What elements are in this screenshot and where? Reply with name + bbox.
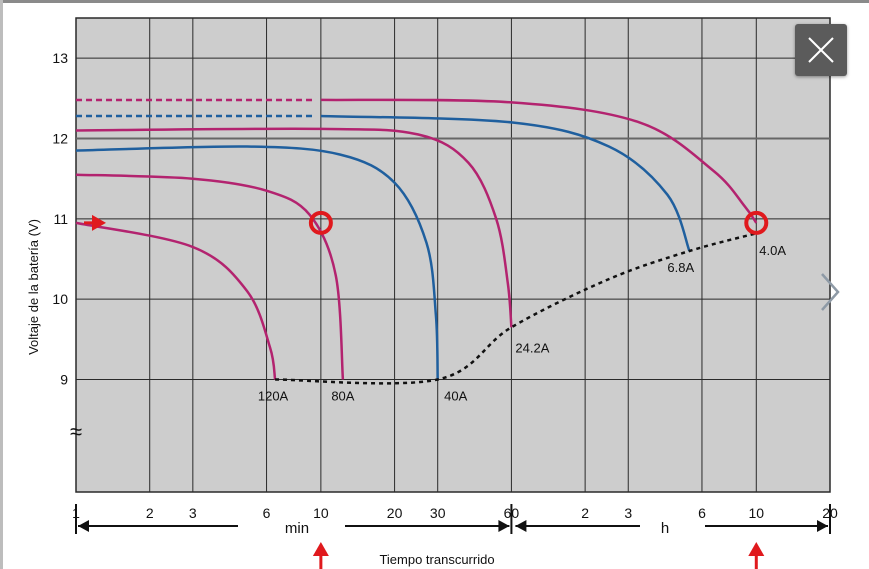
curve-120A: [75, 221, 277, 380]
x-tick-label: 10: [313, 505, 329, 521]
curve-4-0A: [320, 98, 758, 224]
h-range-right-head: [817, 520, 828, 532]
x-tick-label: 2: [146, 505, 154, 521]
chevron-right-icon: [821, 273, 840, 311]
curve-40A: [75, 145, 439, 380]
y-tick-label: 10: [52, 291, 68, 307]
curve-label: 80A: [331, 389, 354, 404]
x-axis: 1236102030602361020: [72, 504, 838, 569]
start-arrow-head: [92, 214, 106, 231]
close-icon: [808, 37, 834, 63]
x-tick-label: 30: [430, 505, 446, 521]
y-tick-label: 12: [52, 131, 68, 147]
curve-label: 4.0A: [759, 243, 786, 258]
x-tick-label: 3: [624, 505, 632, 521]
curve-label: 40A: [444, 389, 467, 404]
plot-area: [75, 17, 831, 493]
curve-label: 6.8A: [667, 260, 694, 275]
frame-left-border: [0, 0, 3, 569]
cutoff-voltage-line: [275, 232, 757, 385]
red-circle-marker: [308, 210, 333, 235]
curve-6-8A: [320, 114, 691, 252]
curve-80A: [75, 173, 345, 380]
curve-24-2A: [75, 127, 513, 328]
curve-label: 120A: [258, 389, 289, 404]
discharge-curves: [75, 98, 758, 380]
frame-top-border: [0, 0, 869, 3]
h-range-left-head: [515, 520, 527, 532]
x-tick-label: 2: [581, 505, 589, 521]
red-circle-marker: [744, 210, 769, 235]
x-tick-label: 6: [698, 505, 706, 521]
x-tick-label: 10: [748, 505, 764, 521]
x-tick-label: 3: [189, 505, 197, 521]
curve-label: 24.2A: [515, 340, 549, 355]
x-tick-label: 20: [822, 505, 838, 521]
min-range-left-head: [78, 520, 89, 532]
y-axis-break-symbol: ≈: [70, 419, 82, 444]
close-button[interactable]: [795, 24, 847, 76]
x-axis-label: Tiempo transcurrido: [379, 552, 494, 567]
unit-h-label: h: [661, 520, 669, 537]
up-arrow-head: [312, 542, 329, 556]
min-range-right-head: [498, 520, 510, 532]
x-tick-label: 6: [263, 505, 271, 521]
grid-lines: [75, 18, 831, 492]
y-tick-label: 9: [60, 372, 68, 388]
x-tick-label: 20: [387, 505, 403, 521]
cutoff-dotted-line: [275, 232, 757, 385]
next-image-button[interactable]: [810, 262, 850, 322]
red-markers: [84, 210, 769, 235]
y-tick-label: 13: [52, 50, 68, 66]
y-tick-labels: 9 10 11 12 13: [52, 50, 68, 387]
axis-break: ≈: [70, 419, 82, 444]
up-arrow-head: [748, 542, 765, 556]
curve-labels: 120A 80A 40A 24.2A 6.8A 4.0A: [258, 243, 786, 404]
unit-min-label: min: [285, 520, 309, 537]
y-axis-label: Voltaje de la batería (V): [26, 219, 41, 355]
x-tick-label: 1: [72, 505, 80, 521]
y-tick-label: 11: [53, 211, 68, 227]
